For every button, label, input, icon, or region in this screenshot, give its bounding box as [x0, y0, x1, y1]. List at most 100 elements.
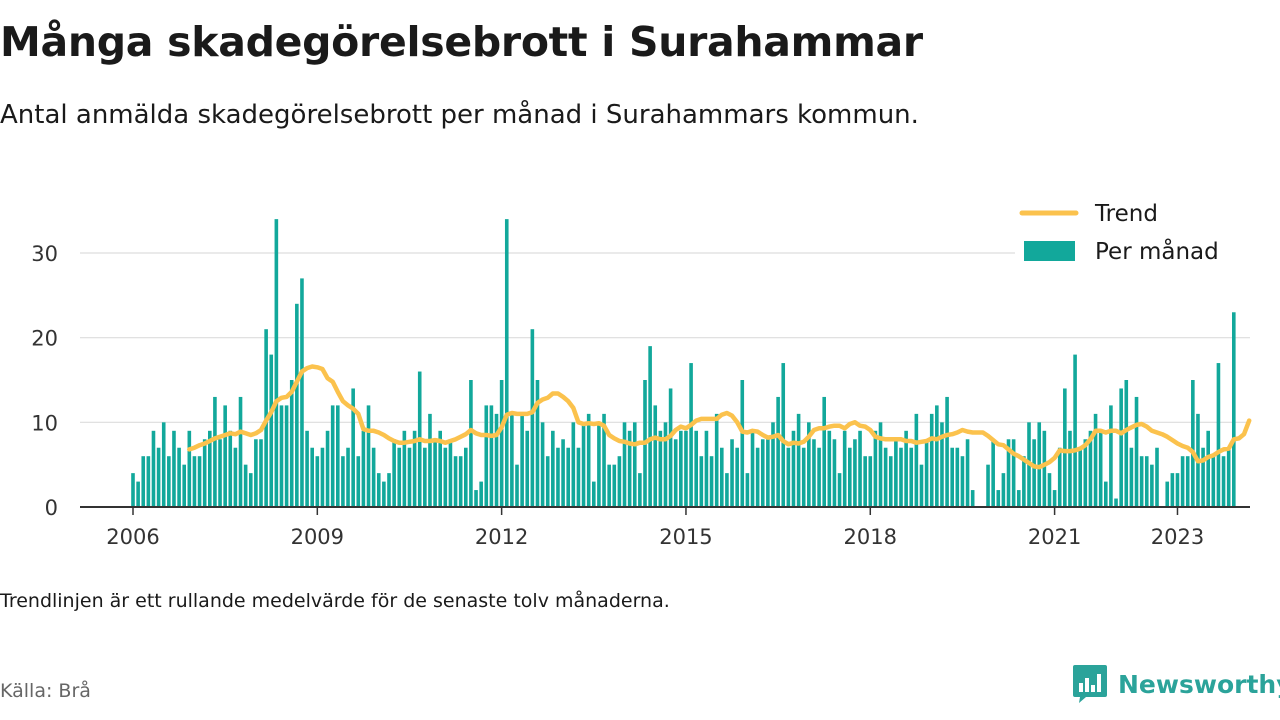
bar: [161, 422, 166, 507]
bar: [1180, 456, 1185, 507]
newsworthy-brand[interactable]: Newsworthy: [1072, 664, 1280, 704]
bar: [464, 447, 468, 507]
bar: [950, 447, 954, 507]
bar: [341, 456, 345, 507]
bar: [638, 473, 642, 507]
bar: [771, 422, 775, 507]
bar: [935, 405, 939, 507]
bar: [428, 413, 432, 507]
bar: [1093, 413, 1098, 507]
bar: [1001, 473, 1006, 507]
bar: [177, 447, 181, 507]
bar: [1109, 405, 1113, 507]
bar: [648, 346, 652, 507]
bar: [223, 405, 227, 507]
bar: [883, 447, 888, 507]
bar: [914, 413, 919, 507]
bar: [684, 430, 688, 507]
bar: [586, 413, 591, 507]
bar: [945, 396, 949, 507]
bar: [1175, 473, 1180, 507]
bar: [991, 439, 995, 507]
bar: [156, 447, 161, 507]
bar: [300, 278, 304, 507]
trend-series: [187, 364, 1252, 470]
newsworthy-logo-icon: [1073, 665, 1107, 703]
bar: [919, 464, 924, 507]
bar-chart: 0 10 20 30 2006 2009 2012 2015 2018 2021 2023 Tre…: [31, 201, 1252, 549]
bar: [289, 380, 294, 507]
bar: [1114, 498, 1118, 507]
bar: [1134, 396, 1139, 507]
bar: [986, 464, 990, 507]
bar: [494, 413, 499, 507]
bar: [653, 405, 658, 507]
x-tick-label: 2021: [1028, 525, 1081, 549]
bar: [786, 447, 791, 507]
bar: [694, 430, 698, 507]
bar: [668, 388, 673, 507]
y-tick-label: 0: [45, 496, 58, 520]
bar: [888, 456, 893, 507]
bar: [1185, 456, 1190, 507]
bar: [1052, 490, 1057, 507]
legend-swatch-per-manad: [1024, 241, 1075, 261]
bar: [592, 481, 596, 507]
y-tick-label: 10: [31, 411, 58, 435]
bar: [336, 405, 340, 507]
bar: [525, 430, 530, 507]
bar: [1037, 422, 1042, 507]
bar: [878, 422, 883, 507]
bar: [284, 405, 289, 507]
bar: [714, 413, 719, 507]
bar: [356, 456, 361, 507]
bar: [1063, 388, 1067, 507]
bar: [387, 473, 391, 507]
bar: [479, 481, 483, 507]
bar: [474, 490, 478, 507]
bar: [561, 439, 565, 507]
bar: [305, 430, 309, 507]
x-tick-label: 2006: [106, 525, 159, 549]
bar: [848, 447, 852, 507]
bar: [617, 456, 622, 507]
bar: [832, 439, 837, 507]
bar: [202, 439, 207, 507]
bar: [760, 439, 765, 507]
bar: [597, 422, 601, 507]
bar: [581, 422, 586, 507]
bar: [858, 430, 862, 507]
bar: [894, 439, 898, 507]
bar: [612, 464, 617, 507]
bar: [1073, 354, 1077, 507]
x-tick-label: 2023: [1151, 525, 1204, 549]
chart-subtitle: Antal anmälda skadegörelsebrott per måna…: [0, 100, 919, 130]
source-label: Källa: Brå: [0, 680, 91, 702]
bar: [801, 447, 806, 507]
bar: [899, 447, 903, 507]
bar: [1232, 312, 1236, 507]
bar: [453, 456, 458, 507]
bar: [766, 439, 770, 507]
bar: [704, 430, 709, 507]
bar: [1211, 456, 1216, 507]
bar: [361, 430, 366, 507]
bar: [673, 439, 678, 507]
bar: [791, 430, 796, 507]
bar: [248, 473, 253, 507]
bar: [1124, 380, 1129, 507]
bar: [131, 473, 135, 507]
y-tick-label: 20: [31, 327, 58, 351]
bar: [940, 422, 944, 507]
bar: [382, 481, 386, 507]
x-tick-label: 2015: [659, 525, 712, 549]
bar: [535, 380, 540, 507]
bar: [1201, 447, 1205, 507]
bar: [1016, 490, 1021, 507]
bar: [602, 413, 606, 507]
bar: [1221, 456, 1226, 507]
bar: [243, 464, 248, 507]
bar: [1119, 388, 1123, 507]
legend-label-per-manad: Per månad: [1095, 237, 1219, 265]
bar: [346, 447, 350, 507]
